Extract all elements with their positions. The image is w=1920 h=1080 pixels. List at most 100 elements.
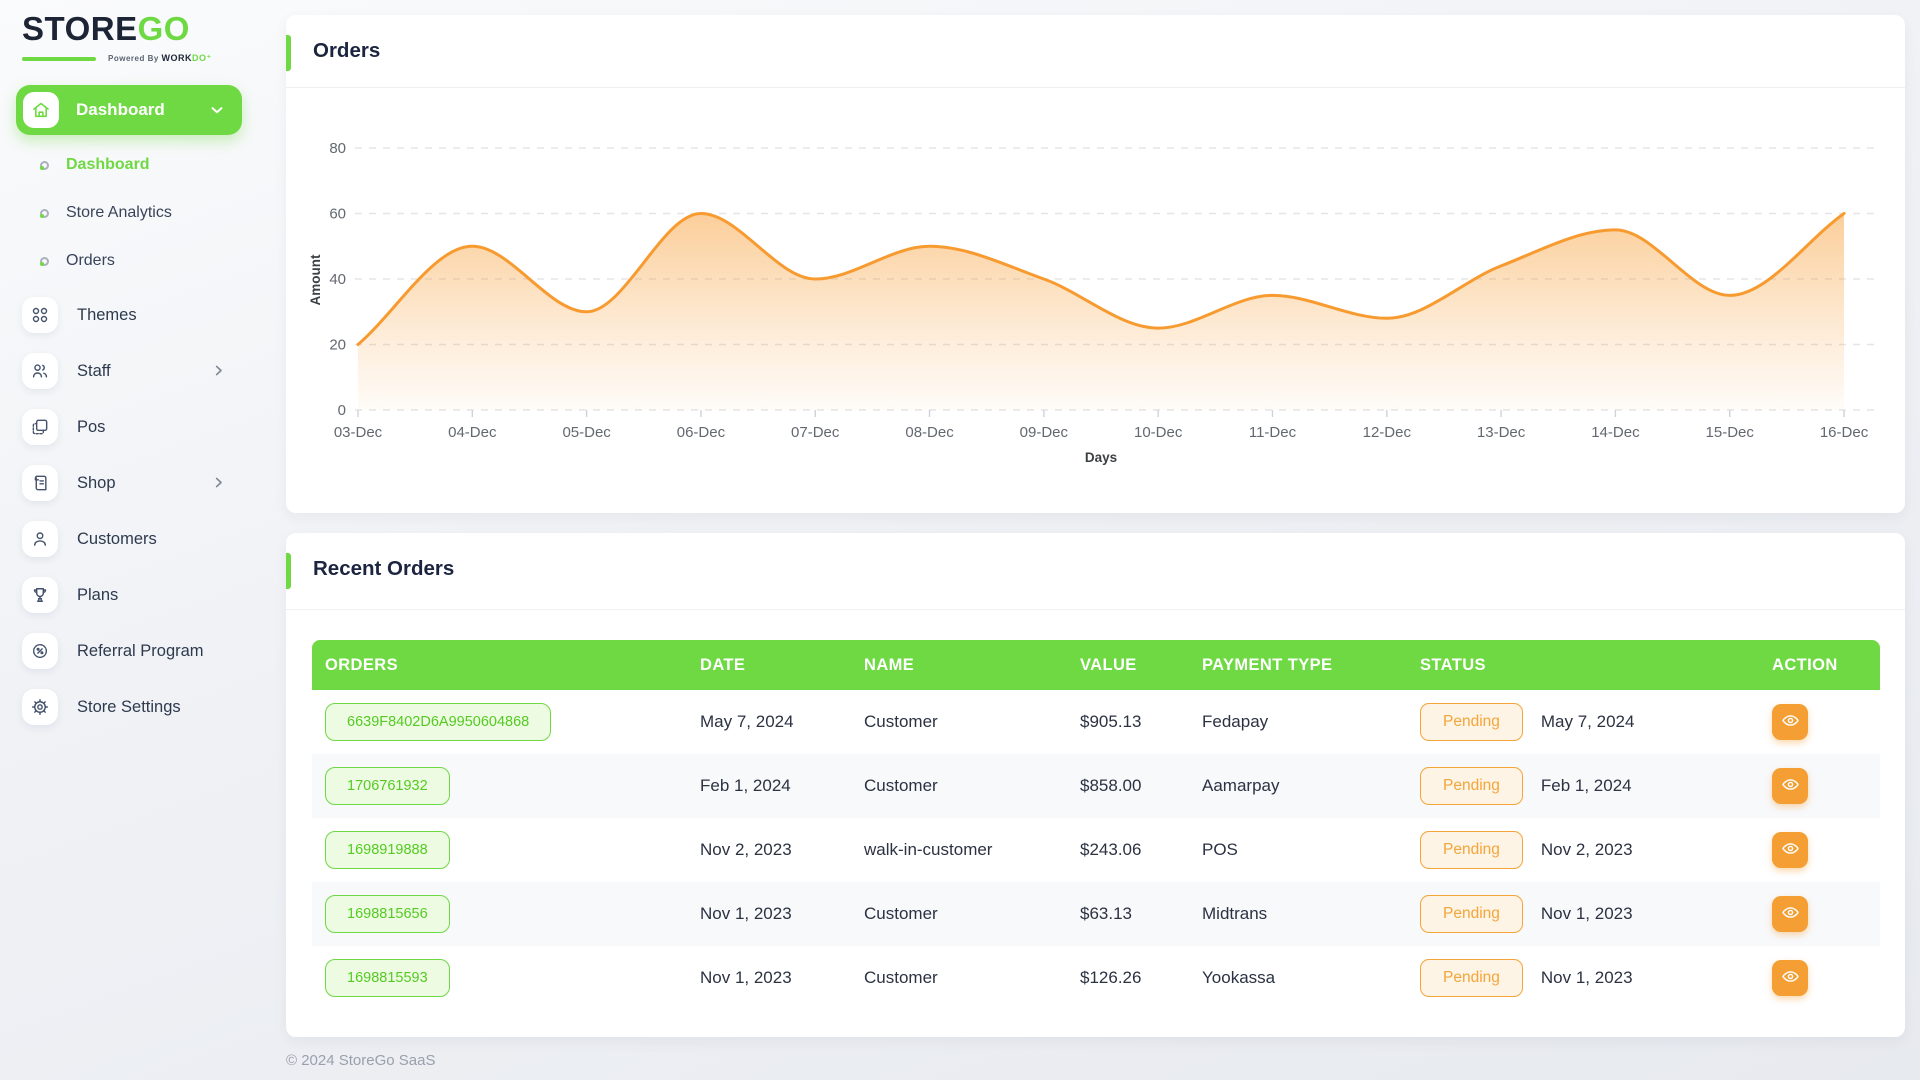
sidebar-group-label: Dashboard xyxy=(76,100,165,119)
status-date: Nov 1, 2023 xyxy=(1540,968,1633,987)
view-order-button[interactable] xyxy=(1772,896,1808,932)
payment-type: POS xyxy=(1202,840,1238,859)
status-badge[interactable]: Pending xyxy=(1420,831,1523,869)
bullet-ring-icon xyxy=(40,256,49,266)
sidebar-subitem-orders[interactable]: Orders xyxy=(0,237,260,285)
nav-item-label: Referral Program xyxy=(77,641,204,660)
subitem-label: Orders xyxy=(66,252,115,269)
copyright-footer: © 2024 StoreGo SaaS xyxy=(286,1052,436,1069)
sidebar-item-store-settings[interactable]: Store Settings xyxy=(0,679,260,735)
view-order-button[interactable] xyxy=(1772,832,1808,868)
app-logo[interactable]: STOREGO xyxy=(22,10,190,48)
column-header-status: STATUS xyxy=(1407,640,1759,690)
x-tick-label: 16-Dec xyxy=(1820,424,1869,441)
y-tick-label: 0 xyxy=(338,402,346,419)
area-chart-svg: 0 20 40 60 80 03-Dec 04-Dec 05-Dec 06-Dec 07-Dec… xyxy=(308,140,1876,465)
subitem-label: Dashboard xyxy=(66,156,150,173)
header-accent-bar xyxy=(286,35,291,71)
orders-table-body: 6639F8402D6A9950604868 May 7, 2024 Custo… xyxy=(312,690,1880,1010)
column-header-orders: ORDERS xyxy=(312,640,687,690)
column-header-date: DATE xyxy=(687,640,851,690)
orders-card-title: Orders xyxy=(313,39,381,62)
eye-icon xyxy=(1781,903,1800,925)
sidebar-item-customers[interactable]: Customers xyxy=(0,511,260,567)
y-tick-label: 20 xyxy=(329,337,346,354)
customer-name: Customer xyxy=(864,712,938,731)
y-tick-label: 60 xyxy=(329,206,346,223)
x-tick-label: 07-Dec xyxy=(791,424,840,441)
powered-by-label: Powered By xyxy=(108,54,162,63)
payment-type: Midtrans xyxy=(1202,904,1268,923)
order-value: $905.13 xyxy=(1080,712,1142,731)
area-fill xyxy=(358,213,1844,410)
pos-icon xyxy=(22,409,58,445)
sidebar-item-referral-program[interactable]: Referral Program xyxy=(0,623,260,679)
sidebar-item-themes[interactable]: Themes xyxy=(0,287,260,343)
column-header-name: NAME xyxy=(851,640,1067,690)
x-tick-label: 11-Dec xyxy=(1249,424,1297,441)
sidebar-item-plans[interactable]: Plans xyxy=(0,567,260,623)
orders-table-wrap: ORDERS DATE NAME VALUE PAYMENT TYPE STATUS ACT… xyxy=(286,610,1905,1034)
subitem-label: Store Analytics xyxy=(66,204,172,221)
bullet-ring-icon xyxy=(40,160,49,170)
x-tick-label: 04-Dec xyxy=(448,424,497,441)
nav-item-label: Shop xyxy=(77,473,116,492)
order-id-pill[interactable]: 6639F8402D6A9950604868 xyxy=(325,703,552,741)
logo-underline xyxy=(22,56,96,61)
eye-icon xyxy=(1781,839,1800,861)
order-id-pill[interactable]: 1698815593 xyxy=(325,959,450,997)
sidebar-subitem-dashboard[interactable]: Dashboard xyxy=(0,141,260,189)
order-date: Nov 1, 2023 xyxy=(700,904,792,923)
table-row: 1698815593 Nov 1, 2023 Customer $126.26 … xyxy=(312,946,1880,1010)
eye-icon xyxy=(1781,967,1800,989)
staff-icon xyxy=(22,353,58,389)
x-tick-label: 10-Dec xyxy=(1134,424,1183,441)
eye-icon xyxy=(1781,775,1800,797)
header-accent-bar xyxy=(286,553,291,589)
sidebar-item-pos[interactable]: Pos xyxy=(0,399,260,455)
sidebar-item-staff[interactable]: Staff xyxy=(0,343,260,399)
sidebar-group-dashboard[interactable]: Dashboard xyxy=(16,85,242,135)
status-badge[interactable]: Pending xyxy=(1420,703,1523,741)
themes-icon xyxy=(22,297,58,333)
order-date: Nov 2, 2023 xyxy=(700,840,792,859)
view-order-button[interactable] xyxy=(1772,960,1808,996)
logo-go: GO xyxy=(137,10,190,47)
chevron-right-icon xyxy=(211,363,226,383)
view-order-button[interactable] xyxy=(1772,768,1808,804)
plans-icon xyxy=(22,577,58,613)
x-tick-label: 05-Dec xyxy=(562,424,611,441)
nav-item-label: Staff xyxy=(77,361,111,380)
column-header-value: VALUE xyxy=(1067,640,1189,690)
status-badge[interactable]: Pending xyxy=(1420,767,1523,805)
x-tick-label: 14-Dec xyxy=(1591,424,1640,441)
order-id-pill[interactable]: 1698815656 xyxy=(325,895,450,933)
order-value: $63.13 xyxy=(1080,904,1132,923)
order-id-pill[interactable]: 1706761932 xyxy=(325,767,450,805)
workdo-brand: WORK xyxy=(161,53,193,63)
sidebar-submenu: Dashboard Store Analytics Orders xyxy=(0,141,260,285)
orders-area-chart: 0 20 40 60 80 03-Dec 04-Dec 05-Dec 06-Dec 07-Dec… xyxy=(286,90,1905,490)
order-id-pill[interactable]: 1698919888 xyxy=(325,831,450,869)
order-value: $126.26 xyxy=(1080,968,1142,987)
x-axis-title: Days xyxy=(1085,450,1117,465)
nav-item-label: Customers xyxy=(77,529,157,548)
sidebar-item-shop[interactable]: Shop xyxy=(0,455,260,511)
x-tick-label: 08-Dec xyxy=(905,424,954,441)
recent-orders-card: Recent Orders ORDERS DATE NAME VALUE PAYMENT… xyxy=(286,533,1905,1037)
view-order-button[interactable] xyxy=(1772,704,1808,740)
referral-icon xyxy=(22,633,58,669)
table-row: 1698815656 Nov 1, 2023 Customer $63.13 M… xyxy=(312,882,1880,946)
sidebar-subitem-store-analytics[interactable]: Store Analytics xyxy=(0,189,260,237)
customer-name: walk-in-customer xyxy=(864,840,993,859)
amount-line-series xyxy=(356,211,1846,346)
customers-icon xyxy=(22,521,58,557)
status-badge[interactable]: Pending xyxy=(1420,895,1523,933)
status-badge[interactable]: Pending xyxy=(1420,959,1523,997)
order-date: Feb 1, 2024 xyxy=(700,776,791,795)
table-row: 1706761932 Feb 1, 2024 Customer $858.00 … xyxy=(312,754,1880,818)
customer-name: Customer xyxy=(864,776,938,795)
status-date: Feb 1, 2024 xyxy=(1540,776,1632,795)
column-header-payment-type: PAYMENT TYPE xyxy=(1189,640,1407,690)
